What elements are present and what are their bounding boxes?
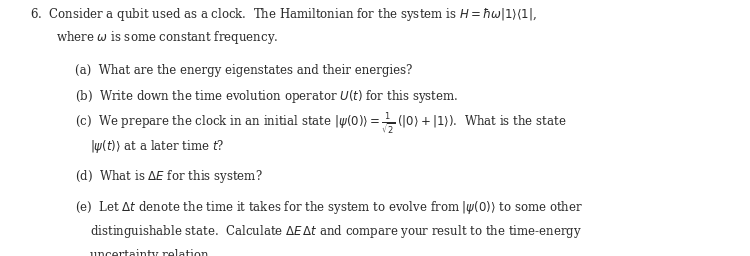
Text: (e)  Let $\Delta t$ denote the time it takes for the system to evolve from $|\ps: (e) Let $\Delta t$ denote the time it ta… [75,199,583,216]
Text: (d)  What is $\Delta E$ for this system?: (d) What is $\Delta E$ for this system? [75,168,262,186]
Text: where $\omega$ is some constant frequency.: where $\omega$ is some constant frequenc… [56,29,278,46]
Text: uncertainty relation.: uncertainty relation. [90,249,212,256]
Text: distinguishable state.  Calculate $\Delta E\,\Delta t$ and compare your result t: distinguishable state. Calculate $\Delta… [90,223,582,240]
Text: $|\psi(t)\rangle$ at a later time $t$?: $|\psi(t)\rangle$ at a later time $t$? [90,138,224,155]
Text: 6.  Consider a qubit used as a clock.  The Hamiltonian for the system is $H = \h: 6. Consider a qubit used as a clock. The… [30,6,537,23]
Text: (b)  Write down the time evolution operator $U(t)$ for this system.: (b) Write down the time evolution operat… [75,88,458,105]
Text: (c)  We prepare the clock in an initial state $|\psi(0)\rangle = \frac{1}{\sqrt{: (c) We prepare the clock in an initial s… [75,111,566,136]
Text: (a)  What are the energy eigenstates and their energies?: (a) What are the energy eigenstates and … [75,64,413,77]
